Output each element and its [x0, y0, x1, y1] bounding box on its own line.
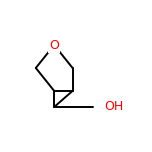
- Text: OH: OH: [105, 100, 124, 114]
- Text: O: O: [49, 38, 59, 52]
